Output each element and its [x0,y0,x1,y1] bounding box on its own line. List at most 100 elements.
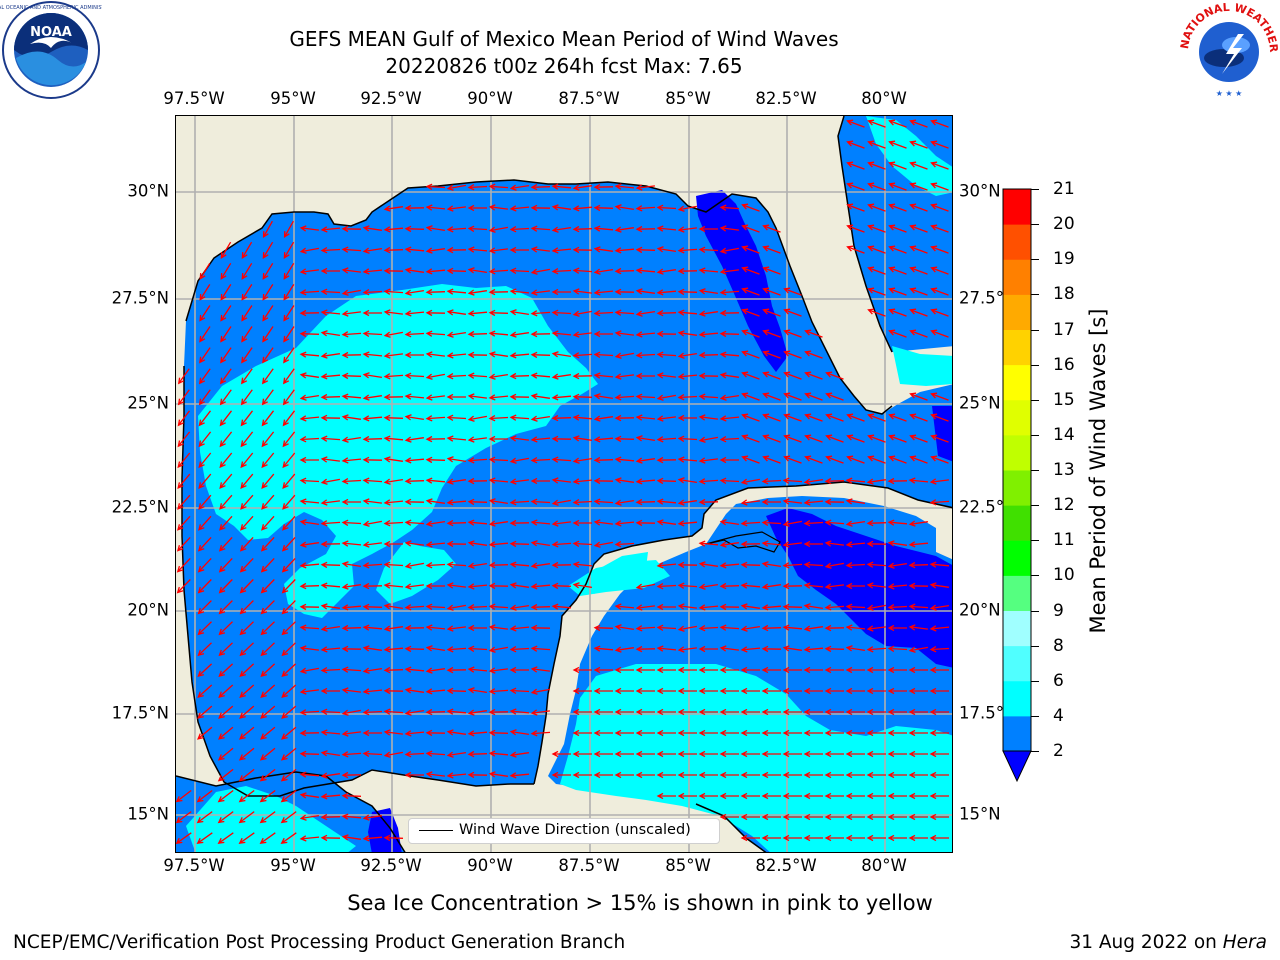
wind-wave-arrow [177,452,191,469]
wind-wave-arrow [846,245,865,254]
wind-wave-arrow [929,604,950,611]
wind-wave-arrow [698,540,719,547]
wind-wave-arrow [509,184,530,191]
wind-wave-arrow [635,604,655,611]
colorbar-tick-mark [1031,364,1039,366]
map-panel [175,115,953,853]
wind-wave-arrow [909,245,928,254]
wind-wave-arrow [177,368,190,385]
wind-wave-arrow [867,245,886,254]
wind-wave-arrow [614,750,634,758]
wind-wave-arrow [635,184,655,191]
wind-wave-arrow [803,792,823,800]
wind-wave-arrow [446,414,467,421]
colorbar-tick-mark [1031,575,1039,577]
wind-wave-arrow [677,771,697,779]
wind-wave-arrow [551,603,572,610]
wind-wave-arrow [593,624,614,632]
wind-wave-arrow [593,708,613,716]
wind-wave-arrow [656,771,676,779]
wind-wave-arrow [698,729,718,737]
wind-wave-arrow [509,519,530,527]
wind-wave-arrow [867,182,886,191]
colorbar-tick-mark [1031,399,1039,401]
wind-wave-arrow [320,226,341,233]
colorbar-tick-label: 9 [1053,600,1064,621]
wind-wave-arrow [488,309,509,317]
wind-wave-arrow [280,789,297,803]
wind-wave-arrow [282,410,296,427]
wind-wave-arrow [530,498,551,505]
wind-wave-arrow [782,792,802,800]
wind-wave-arrow [383,708,404,715]
wind-wave-arrow [593,204,614,212]
colorbar-swatch [1003,680,1031,717]
wind-wave-arrow [804,455,823,464]
wind-wave-arrow [259,747,276,761]
wind-wave-arrow [782,498,802,505]
wind-wave-arrow [909,203,928,212]
wind-wave-arrow [572,519,592,527]
wind-wave-arrow [677,792,697,800]
wind-wave-arrow [425,435,446,443]
colorbar-tick-label: 4 [1053,705,1064,726]
wind-wave-arrow [783,434,802,443]
wind-wave-arrow [551,288,571,296]
wind-wave-arrow [488,688,509,695]
colorbar-tick-label: 21 [1053,179,1075,199]
wind-wave-arrow [530,330,551,338]
wind-wave-arrow [698,225,718,233]
wind-wave-arrow [446,435,467,442]
wind-wave-arrow [299,562,320,569]
wind-wave-arrow [530,351,551,359]
wind-wave-arrow [593,393,614,400]
wind-wave-arrow [261,410,275,427]
wind-wave-arrow [467,436,487,443]
wind-wave-arrow [509,352,530,359]
wind-wave-arrow [467,330,488,338]
wind-wave-arrow [803,708,823,716]
wind-wave-arrow [362,667,383,674]
wind-wave-arrow [908,603,929,610]
wind-wave-arrow [614,520,635,527]
wind-wave-arrow [341,414,361,421]
wind-wave-arrow [741,266,760,275]
wind-wave-arrow [551,582,572,590]
wind-wave-arrow [509,414,530,421]
wind-wave-arrow [260,705,276,719]
wind-wave-arrow [909,287,928,296]
wind-wave-arrow [362,247,383,254]
wind-wave-arrow [488,288,509,296]
wind-wave-arrow [698,393,719,400]
wind-wave-arrow [197,642,212,657]
wind-wave-arrow [260,536,275,552]
wind-wave-arrow [446,625,466,632]
wind-wave-arrow [218,663,234,678]
wind-wave-arrow [198,473,212,489]
wind-wave-arrow [220,241,232,260]
wind-wave-arrow [614,226,634,233]
wind-wave-arrow [198,494,212,510]
wind-wave-arrow [282,515,296,531]
wind-wave-arrow [846,140,865,149]
wind-wave-arrow [404,225,425,233]
lon-label-bottom: 92.5°W [360,856,422,875]
wind-wave-arrow [719,541,739,548]
wind-wave-arrow [866,604,887,611]
colorbar-tick-mark [1031,751,1039,752]
wind-wave-arrow [614,687,634,695]
wind-wave-arrow [362,309,382,317]
wind-wave-arrow [572,246,593,254]
wind-wave-arrow [908,687,928,695]
wind-wave-arrow [803,834,823,842]
wind-wave-arrow [425,415,446,422]
wind-wave-arrow [551,456,572,463]
wind-wave-arrow [530,624,551,632]
wind-wave-arrow [572,184,592,191]
colorbar-tick-label: 19 [1053,249,1075,270]
wind-wave-arrow [219,473,233,489]
wind-wave-arrow [635,372,655,380]
wind-wave-arrow [824,792,844,800]
wind-wave-arrow [845,750,865,758]
wind-wave-arrow [656,519,676,526]
